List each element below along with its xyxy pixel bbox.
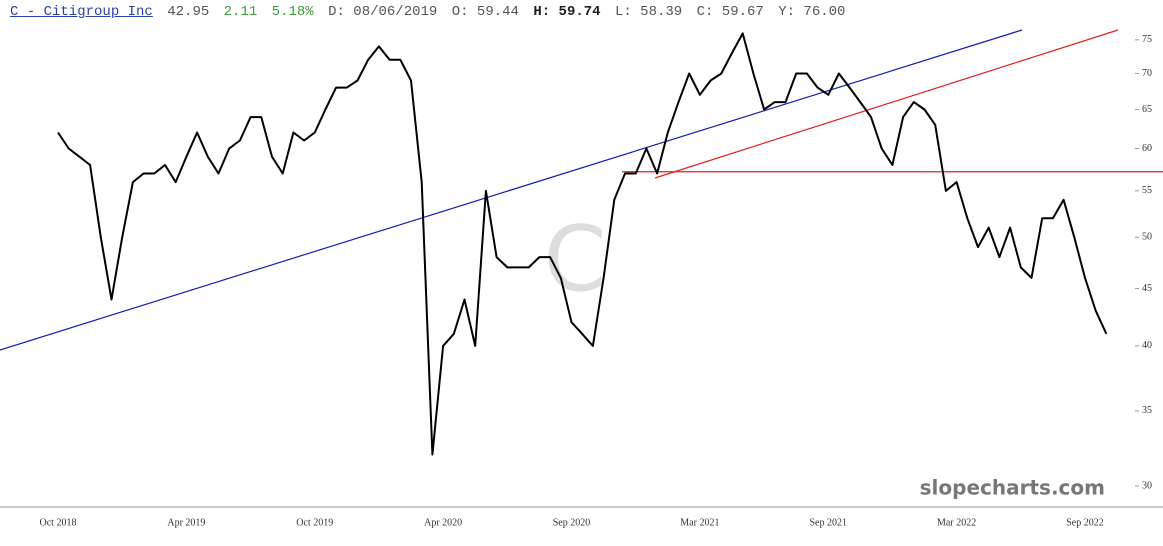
x-tick-label: Apr 2019 <box>167 517 205 528</box>
x-tick-label: Mar 2021 <box>680 517 719 528</box>
y-tick-label: 40 <box>1142 340 1152 351</box>
header: C - Citigroup Inc 42.95 2.11 5.18% D: 08… <box>10 4 851 20</box>
y-tick-label: 30 <box>1142 480 1152 491</box>
y-tick-label: 60 <box>1142 143 1152 154</box>
y-tick-label: 75 <box>1142 34 1152 45</box>
last-price: 42.95 <box>167 4 210 20</box>
change: 2.11 <box>223 4 258 20</box>
symbol-link[interactable]: C - Citigroup Inc <box>10 4 153 20</box>
x-tick-label: Sep 2020 <box>553 517 591 528</box>
x-tick-label: Sep 2021 <box>810 517 848 528</box>
x-tick-label: Oct 2019 <box>296 517 333 528</box>
y-tick-label: 50 <box>1142 232 1152 243</box>
high: H: 59.74 <box>533 4 601 20</box>
x-tick-label: Sep 2022 <box>1066 517 1104 528</box>
logo-watermark: C <box>544 207 607 312</box>
change-pct: 5.18% <box>271 4 314 20</box>
close: C: 59.67 <box>696 4 764 20</box>
y-tick-label: 45 <box>1142 283 1152 294</box>
date: D: 08/06/2019 <box>328 4 438 20</box>
y-value: Y: 76.00 <box>778 4 846 20</box>
x-tick-label: Oct 2018 <box>40 517 77 528</box>
y-tick-label: 35 <box>1142 405 1152 416</box>
low: L: 58.39 <box>614 4 683 20</box>
watermark: slopecharts.com <box>920 476 1105 500</box>
x-tick-label: Mar 2022 <box>937 517 976 528</box>
open: O: 59.44 <box>451 4 519 20</box>
y-tick-label: 65 <box>1142 104 1152 115</box>
trend-line <box>654 29 1119 179</box>
y-tick-label: 55 <box>1142 185 1152 196</box>
x-tick-label: Apr 2020 <box>424 517 462 528</box>
y-tick-label: 70 <box>1142 68 1152 79</box>
trend-line <box>0 29 1023 351</box>
price-line <box>57 32 1108 456</box>
